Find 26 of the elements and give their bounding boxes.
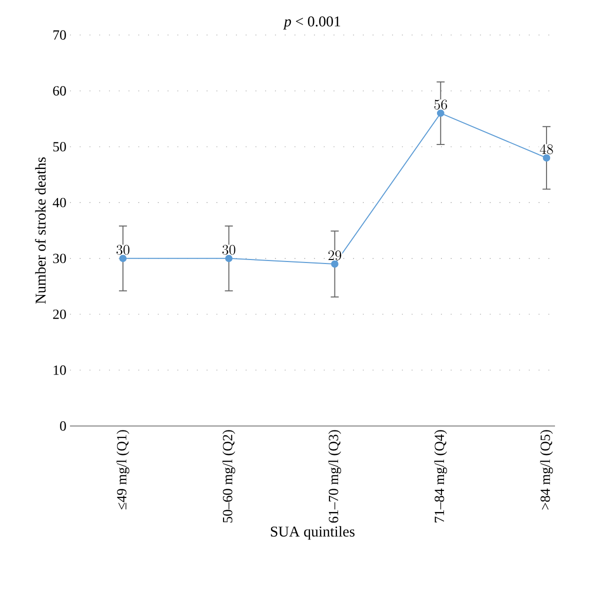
y-tick-label: 50 <box>53 142 66 152</box>
point <box>436 110 444 117</box>
x-tick-label: 71–84 mg/l (Q4) <box>434 430 447 522</box>
x-tick-label: >84 mg/l (Q5) <box>540 430 553 510</box>
y-tick-label: 70 <box>53 30 66 40</box>
point <box>119 254 127 262</box>
x-tick-label: 50–60 mg/l (Q2) <box>222 430 236 522</box>
y-tick-label: 40 <box>52 198 66 208</box>
point <box>331 260 338 268</box>
point <box>225 254 233 262</box>
y-tick-label: 60 <box>53 86 66 96</box>
data-label: 30 <box>116 244 130 255</box>
y-tick-label: 10 <box>54 365 66 375</box>
y-tick-label: 0 <box>60 421 66 431</box>
y-tick-label: 30 <box>53 254 66 264</box>
chart-title: p < 0.001 <box>283 16 340 30</box>
data-label: 48 <box>540 144 553 154</box>
x-axis-title: SUA quintiles <box>270 526 355 540</box>
x-tick-label: 61–70 mg/l (Q3) <box>328 430 342 523</box>
y-tick-label: 20 <box>53 310 66 319</box>
y-axis-title: Number of stroke deaths <box>35 157 46 304</box>
data-label: 56 <box>434 100 448 110</box>
data-label: 30 <box>222 244 236 255</box>
data-label: 29 <box>328 250 342 260</box>
point <box>542 154 550 162</box>
x-tick-label: ≤49 mg/l (Q1) <box>116 430 130 510</box>
